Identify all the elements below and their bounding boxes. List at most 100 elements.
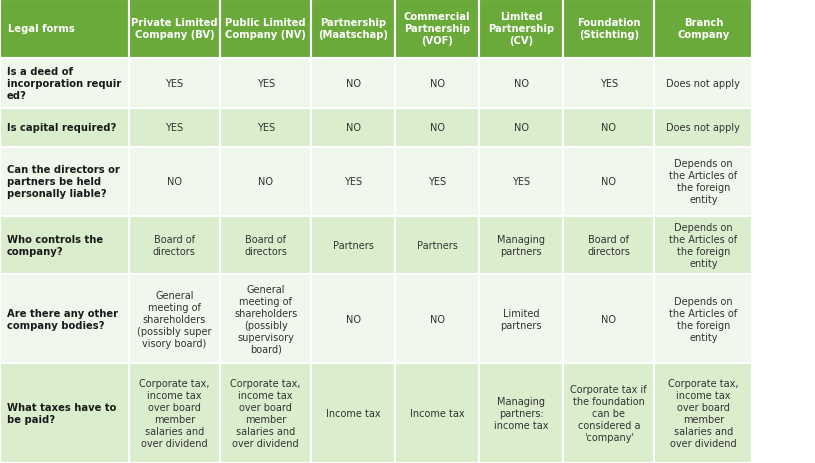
Text: NO: NO <box>430 123 445 133</box>
Text: Corporate tax,
income tax
over board
member
salaries and
over dividend: Corporate tax, income tax over board mem… <box>139 378 209 448</box>
FancyBboxPatch shape <box>395 216 479 275</box>
FancyBboxPatch shape <box>129 363 220 463</box>
Text: Board of
directors: Board of directors <box>153 234 196 257</box>
Text: YES: YES <box>165 123 183 133</box>
FancyBboxPatch shape <box>395 275 479 363</box>
Text: YES: YES <box>165 79 183 88</box>
Text: NO: NO <box>346 123 361 133</box>
Text: Is a deed of
incorporation requir
ed?: Is a deed of incorporation requir ed? <box>7 67 121 100</box>
Text: YES: YES <box>600 79 618 88</box>
FancyBboxPatch shape <box>563 216 654 275</box>
FancyBboxPatch shape <box>654 275 752 363</box>
FancyBboxPatch shape <box>654 0 752 59</box>
FancyBboxPatch shape <box>654 59 752 108</box>
Text: Depends on
the Articles of
the foreign
entity: Depends on the Articles of the foreign e… <box>669 296 738 342</box>
Text: NO: NO <box>346 314 361 324</box>
FancyBboxPatch shape <box>654 147 752 216</box>
FancyBboxPatch shape <box>479 216 563 275</box>
FancyBboxPatch shape <box>563 0 654 59</box>
Text: NO: NO <box>430 314 445 324</box>
FancyBboxPatch shape <box>129 59 220 108</box>
FancyBboxPatch shape <box>129 275 220 363</box>
FancyBboxPatch shape <box>129 216 220 275</box>
FancyBboxPatch shape <box>479 275 563 363</box>
FancyBboxPatch shape <box>479 0 563 59</box>
FancyBboxPatch shape <box>311 363 395 463</box>
FancyBboxPatch shape <box>395 108 479 147</box>
Text: YES: YES <box>257 123 275 133</box>
FancyBboxPatch shape <box>311 108 395 147</box>
Text: Are there any other
company bodies?: Are there any other company bodies? <box>7 308 117 330</box>
FancyBboxPatch shape <box>220 275 311 363</box>
FancyBboxPatch shape <box>311 59 395 108</box>
Text: Does not apply: Does not apply <box>667 79 740 88</box>
Text: General
meeting of
shareholders
(possibly super
visory board): General meeting of shareholders (possibl… <box>137 290 212 348</box>
FancyBboxPatch shape <box>395 363 479 463</box>
FancyBboxPatch shape <box>654 363 752 463</box>
Text: NO: NO <box>513 123 529 133</box>
Text: YES: YES <box>344 177 363 187</box>
Text: What taxes have to
be paid?: What taxes have to be paid? <box>7 402 116 424</box>
FancyBboxPatch shape <box>479 147 563 216</box>
FancyBboxPatch shape <box>479 108 563 147</box>
FancyBboxPatch shape <box>654 108 752 147</box>
FancyBboxPatch shape <box>395 0 479 59</box>
FancyBboxPatch shape <box>220 108 311 147</box>
Text: Who controls the
company?: Who controls the company? <box>7 234 103 257</box>
FancyBboxPatch shape <box>0 363 129 463</box>
FancyBboxPatch shape <box>0 147 129 216</box>
Text: General
meeting of
shareholders
(possibly
supervisory
board): General meeting of shareholders (possibl… <box>234 284 297 354</box>
FancyBboxPatch shape <box>0 59 129 108</box>
Text: Corporate tax if
the foundation
can be
considered a
'company': Corporate tax if the foundation can be c… <box>570 384 647 442</box>
FancyBboxPatch shape <box>395 147 479 216</box>
Text: Partnership
(Maatschap): Partnership (Maatschap) <box>319 19 388 40</box>
FancyBboxPatch shape <box>311 275 395 363</box>
FancyBboxPatch shape <box>563 59 654 108</box>
Text: NO: NO <box>601 314 616 324</box>
FancyBboxPatch shape <box>654 216 752 275</box>
FancyBboxPatch shape <box>0 275 129 363</box>
Text: Income tax: Income tax <box>326 408 381 418</box>
Text: Foundation
(Stichting): Foundation (Stichting) <box>577 19 641 40</box>
FancyBboxPatch shape <box>129 0 220 59</box>
Text: NO: NO <box>513 79 529 88</box>
FancyBboxPatch shape <box>129 147 220 216</box>
Text: Limited
partners: Limited partners <box>500 308 542 330</box>
Text: Depends on
the Articles of
the foreign
entity: Depends on the Articles of the foreign e… <box>669 223 738 269</box>
FancyBboxPatch shape <box>479 363 563 463</box>
FancyBboxPatch shape <box>129 108 220 147</box>
FancyBboxPatch shape <box>563 147 654 216</box>
Text: Is capital required?: Is capital required? <box>7 123 116 133</box>
FancyBboxPatch shape <box>220 0 311 59</box>
FancyBboxPatch shape <box>220 216 311 275</box>
FancyBboxPatch shape <box>563 108 654 147</box>
Text: YES: YES <box>257 79 275 88</box>
Text: Managing
partners:
income tax: Managing partners: income tax <box>494 396 548 430</box>
FancyBboxPatch shape <box>311 147 395 216</box>
Text: Public Limited
Company (NV): Public Limited Company (NV) <box>225 19 306 40</box>
FancyBboxPatch shape <box>395 59 479 108</box>
Text: Branch
Company: Branch Company <box>677 19 729 40</box>
FancyBboxPatch shape <box>479 59 563 108</box>
Text: Corporate tax,
income tax
over board
member
salaries and
over dividend: Corporate tax, income tax over board mem… <box>668 378 738 448</box>
FancyBboxPatch shape <box>0 0 129 59</box>
Text: Can the directors or
partners be held
personally liable?: Can the directors or partners be held pe… <box>7 165 119 199</box>
Text: Managing
partners: Managing partners <box>497 234 545 257</box>
Text: Does not apply: Does not apply <box>667 123 740 133</box>
Text: NO: NO <box>346 79 361 88</box>
Text: Commercial
Partnership
(VOF): Commercial Partnership (VOF) <box>404 13 470 46</box>
Text: Private Limited
Company (BV): Private Limited Company (BV) <box>131 19 218 40</box>
Text: NO: NO <box>601 123 616 133</box>
Text: Partners: Partners <box>416 240 458 250</box>
Text: NO: NO <box>430 79 445 88</box>
FancyBboxPatch shape <box>563 363 654 463</box>
FancyBboxPatch shape <box>220 59 311 108</box>
Text: YES: YES <box>512 177 531 187</box>
Text: Corporate tax,
income tax
over board
member
salaries and
over dividend: Corporate tax, income tax over board mem… <box>231 378 301 448</box>
Text: YES: YES <box>428 177 447 187</box>
Text: Income tax: Income tax <box>410 408 465 418</box>
Text: Depends on
the Articles of
the foreign
entity: Depends on the Articles of the foreign e… <box>669 159 738 205</box>
FancyBboxPatch shape <box>0 108 129 147</box>
Text: NO: NO <box>167 177 182 187</box>
FancyBboxPatch shape <box>311 216 395 275</box>
